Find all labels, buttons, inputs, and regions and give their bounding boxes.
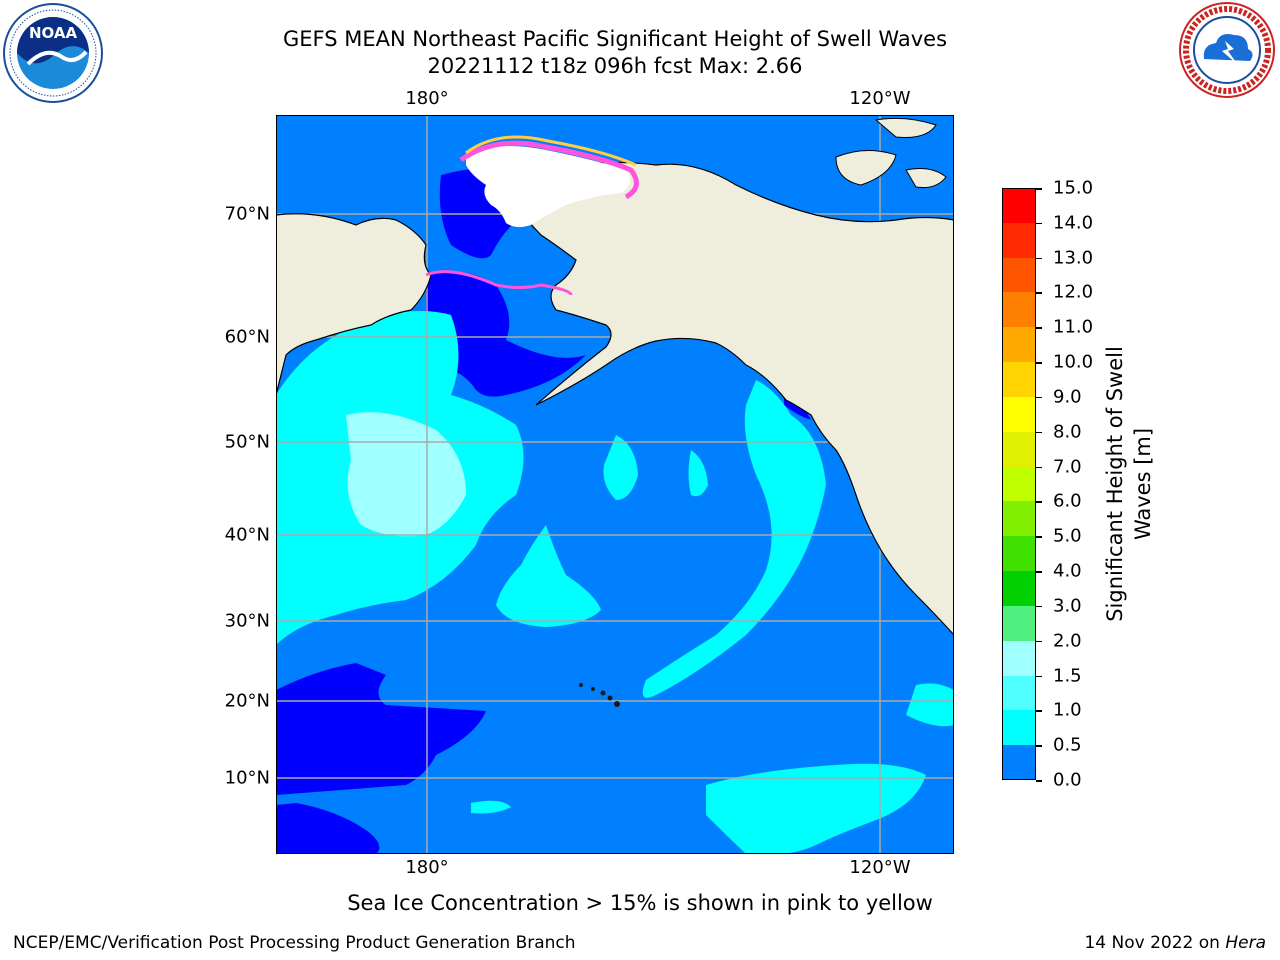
colorbar-tick-label: 5.0 — [1053, 525, 1082, 547]
colorbar-segment — [1002, 745, 1036, 781]
sea-ice-note: Sea Ice Concentration > 15% is shown in … — [347, 891, 933, 915]
lon-label-top-180: 180° — [405, 88, 449, 109]
sea-ice-edge — [459, 140, 639, 200]
sea-ice-white — [466, 146, 630, 228]
colorbar-tick — [1036, 327, 1042, 329]
mid-swell-small — [471, 800, 511, 814]
colorbar-tick-label: 14.0 — [1053, 212, 1094, 234]
nws-logo — [1176, 1, 1278, 99]
colorbar-segment — [1002, 362, 1036, 398]
low-swell-west — [276, 663, 486, 795]
footer-date-host: 14 Nov 2022 on Hera — [1084, 933, 1266, 953]
mid-swell-southeast — [906, 683, 954, 727]
lat-label-60n: 60°N — [224, 326, 270, 348]
swell-height-map — [276, 115, 954, 854]
lon-label-bottom-120w: 120°W — [849, 857, 911, 878]
lon-label-top-120w: 120°W — [849, 88, 911, 109]
colorbar-tick — [1036, 188, 1042, 190]
colorbar-tick — [1036, 710, 1042, 712]
colorbar-tick — [1036, 292, 1042, 294]
colorbar-tick — [1036, 605, 1042, 608]
colorbar-segment — [1002, 327, 1036, 363]
colorbar-tick-label: 0.5 — [1053, 734, 1082, 756]
high-swell-core — [346, 412, 466, 537]
colorbar-tick — [1036, 536, 1042, 538]
colorbar-tick — [1036, 362, 1042, 364]
colorbar-segment — [1002, 292, 1036, 328]
colorbar-segment — [1002, 257, 1036, 293]
colorbar-tick-label: 8.0 — [1053, 421, 1082, 443]
colorbar-segment — [1002, 640, 1036, 677]
land-arctic-islands-3 — [874, 117, 937, 138]
sea-ice-bering-edge — [425, 270, 573, 296]
colorbar-segment — [1002, 431, 1036, 468]
colorbar-segment — [1002, 675, 1036, 711]
lat-label-40n: 40°N — [224, 524, 270, 546]
lon-label-bottom-180: 180° — [405, 857, 449, 878]
footer-branch: NCEP/EMC/Verification Post Processing Pr… — [13, 933, 576, 953]
chart-title: GEFS MEAN Northeast Pacific Significant … — [282, 27, 948, 51]
noaa-logo: NOAA — [2, 2, 104, 104]
colorbar — [1002, 188, 1036, 781]
colorbar-tick-label: 10.0 — [1053, 351, 1094, 373]
mid-swell-central — [496, 525, 601, 627]
colorbar-tick — [1036, 571, 1042, 573]
colorbar-segment — [1002, 501, 1036, 537]
mid-swell-island-b — [688, 450, 708, 497]
colorbar-tick — [1036, 780, 1042, 782]
colorbar-tick-label: 4.0 — [1053, 560, 1082, 582]
chart-subtitle: 20221112 t18z 096h fcst Max: 2.66 — [427, 54, 803, 78]
colorbar-tick — [1036, 501, 1042, 503]
colorbar-tick — [1036, 640, 1042, 643]
colorbar-tick-label: 13.0 — [1053, 247, 1094, 269]
colorbar-tick — [1036, 466, 1042, 469]
land-north-america — [515, 161, 954, 636]
colorbar-tick — [1036, 257, 1042, 260]
lat-label-10n: 10°N — [224, 767, 270, 789]
colorbar-tick — [1036, 222, 1042, 225]
colorbar-tick-label: 6.0 — [1053, 490, 1082, 512]
colorbar-tick-label: 7.0 — [1053, 456, 1082, 478]
colorbar-segment — [1002, 536, 1036, 572]
mid-swell-island-a — [603, 435, 638, 500]
lat-label-70n: 70°N — [224, 203, 270, 225]
low-swell-southwest — [276, 803, 380, 854]
colorbar-tick-label: 9.0 — [1053, 386, 1082, 408]
colorbar-tick-label: 1.5 — [1053, 665, 1082, 687]
colorbar-segment — [1002, 466, 1036, 502]
land-arctic-islands-2 — [905, 168, 947, 188]
colorbar-tick-label: 2.0 — [1053, 630, 1082, 652]
colorbar-tick — [1036, 745, 1042, 747]
colorbar-tick — [1036, 675, 1042, 678]
colorbar-tick — [1036, 396, 1042, 399]
land-siberia — [276, 213, 432, 396]
lat-label-30n: 30°N — [224, 610, 270, 632]
colorbar-segment — [1002, 571, 1036, 607]
colorbar-segment — [1002, 710, 1036, 746]
lat-label-20n: 20°N — [224, 690, 270, 712]
hawaii-islands — [579, 683, 620, 707]
colorbar-tick-label: 15.0 — [1053, 177, 1094, 199]
mid-swell-east-band — [642, 380, 826, 698]
mid-swell-south — [706, 763, 926, 854]
colorbar-segment — [1002, 396, 1036, 433]
colorbar-tick-label: 1.0 — [1053, 699, 1082, 721]
colorbar-segment — [1002, 188, 1036, 224]
sea-ice-edge-outer — [465, 135, 637, 167]
colorbar-tick-label: 0.0 — [1053, 769, 1082, 791]
colorbar-tick-label: 12.0 — [1053, 281, 1094, 303]
low-swell-bering — [426, 271, 586, 397]
svg-text:NOAA: NOAA — [29, 24, 78, 42]
land-arctic-islands — [835, 150, 897, 186]
colorbar-tick — [1036, 431, 1042, 434]
colorbar-tick-label: 11.0 — [1053, 316, 1094, 338]
colorbar-segment — [1002, 605, 1036, 642]
lat-label-50n: 50°N — [224, 431, 270, 453]
colorbar-segment — [1002, 222, 1036, 259]
colorbar-tick-label: 3.0 — [1053, 595, 1082, 617]
